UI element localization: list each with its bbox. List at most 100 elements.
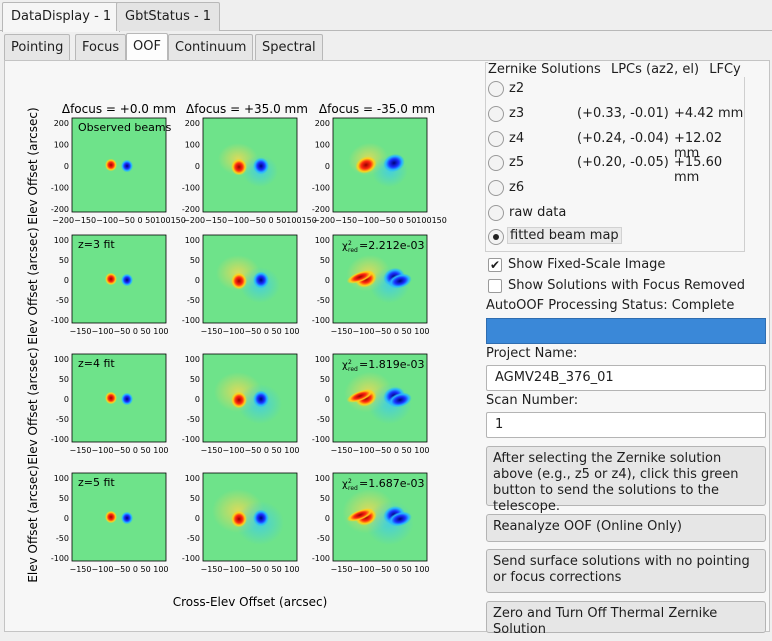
zernike-option-raw-data[interactable]: raw data	[488, 202, 746, 224]
focus-removed-label: Show Solutions with Focus Removed	[508, 278, 746, 293]
x-tick-label: −150−100−50 0 50 100	[201, 446, 300, 455]
y-tick-label: 0	[64, 514, 69, 523]
x-tick-label: −150−100−50 0 50 100	[331, 446, 430, 455]
y-tick-label: 100	[315, 355, 330, 364]
y-tick-label: 0	[325, 162, 330, 171]
zernike-option-z3[interactable]: z3 (+0.33, -0.01) +4.42 mm	[488, 103, 746, 125]
y-tick-label: 50	[190, 494, 200, 503]
beam-map-panel	[71, 117, 167, 213]
y-tick-label: 100	[54, 474, 69, 483]
zernike-option-fitted-beam-map[interactable]: fitted beam map	[488, 226, 746, 248]
beam-peak-negative	[383, 153, 405, 173]
y-tick-label: 50	[59, 494, 69, 503]
radio-z5[interactable]	[488, 155, 504, 171]
y-tick-label: -100	[51, 184, 69, 193]
y-tick-label: 200	[315, 119, 330, 128]
y-tick-label: -50	[317, 534, 330, 543]
radio-fitted-beam-map[interactable]	[488, 229, 504, 245]
fixed-scale-checkbox-row[interactable]: ✔ Show Fixed-Scale Image	[488, 256, 768, 276]
processing-status-label: AutoOOF Processing Status: Complete	[486, 298, 735, 313]
tab-continuum[interactable]: Continuum	[168, 34, 254, 61]
y-tick-label: -100	[182, 554, 200, 563]
y-tick-label: 0	[195, 276, 200, 285]
reanalyze-oof-button[interactable]: Reanalyze OOF (Online Only)	[486, 514, 766, 542]
y-tick-label: 0	[195, 162, 200, 171]
chi-squared-superscript: 2	[348, 240, 352, 247]
zernike-header-lpcs: LPCs (az2, el)	[610, 62, 700, 77]
y-tick-label: 0	[325, 514, 330, 523]
window-tab-bar: DataDisplay - 1 GbtStatus - 1	[0, 0, 772, 32]
chi-squared-value: =2.212e-03	[359, 239, 424, 252]
chi-squared-superscript: 2	[348, 478, 352, 485]
y-tick-label: -100	[182, 435, 200, 444]
zernike-lpc: (+0.33, -0.01)	[577, 106, 669, 121]
radio-z6[interactable]	[488, 180, 504, 196]
fixed-scale-checkbox[interactable]: ✔	[488, 258, 502, 272]
y-tick-label: 0	[64, 395, 69, 404]
window-tab-datadisplay[interactable]: DataDisplay - 1	[2, 2, 121, 32]
chi-squared-symbol: χ	[342, 241, 348, 252]
y-tick-label: 50	[59, 256, 69, 265]
row-label: z=3 fit	[78, 238, 115, 251]
row-label: Observed beams	[78, 121, 172, 134]
y-tick-label: -50	[317, 296, 330, 305]
y-tick-label: 50	[320, 494, 330, 503]
y-tick-label: -200	[312, 205, 330, 214]
zernike-option-z5[interactable]: z5 (+0.20, -0.05) +15.60 mm	[488, 152, 746, 185]
y-tick-label: 200	[54, 119, 69, 128]
x-tick-label: −150−100−50 0 50 100	[70, 327, 169, 336]
x-tick-label: −150−100−50 0 50 100	[201, 565, 300, 574]
radio-raw-data[interactable]	[488, 205, 504, 221]
zernike-option-z4[interactable]: z4 (+0.24, -0.04) +12.02 mm	[488, 128, 746, 161]
zernike-lfc: +15.60 mm	[674, 155, 723, 185]
y-tick-label: 100	[185, 236, 200, 245]
y-tick-label: -100	[312, 554, 330, 563]
tab-pointing[interactable]: Pointing	[4, 34, 71, 61]
focus-removed-checkbox[interactable]	[488, 279, 502, 293]
y-axis-label-3: Elev Offset (arcsec)	[26, 347, 40, 464]
y-tick-label: -100	[182, 184, 200, 193]
y-tick-label: 100	[315, 236, 330, 245]
zernike-option-z2[interactable]: z2	[488, 78, 746, 100]
beam-peak-positive	[105, 391, 117, 405]
zernike-name: z4	[509, 131, 525, 146]
beam-sidelobe	[388, 511, 412, 527]
beam-peak-positive	[231, 158, 247, 176]
scan-number-field[interactable]: 1	[486, 412, 766, 438]
beam-peak-positive	[105, 510, 117, 524]
beam-peak-positive	[231, 272, 247, 290]
zernike-header-solutions: Zernike Solutions	[488, 62, 601, 77]
y-tick-label: 100	[185, 141, 200, 150]
radio-z2[interactable]	[488, 81, 504, 97]
chi-squared-symbol: χ	[342, 360, 348, 371]
radio-z4[interactable]	[488, 131, 504, 147]
chi-squared-value: =1.687e-03	[359, 477, 424, 490]
zernike-option-z6[interactable]: z6	[488, 177, 746, 199]
zernike-name: z2	[509, 81, 525, 96]
tab-focus[interactable]: Focus	[75, 34, 127, 61]
zernike-name: fitted beam map	[507, 227, 622, 244]
y-tick-label: -100	[51, 554, 69, 563]
send-surface-solutions-button[interactable]: Send surface solutions with no pointing …	[486, 549, 766, 593]
y-tick-label: -100	[312, 316, 330, 325]
beam-peak-negative	[253, 390, 269, 408]
tab-spectral-line[interactable]: Spectral Line	[255, 34, 323, 80]
focus-removed-checkbox-row[interactable]: Show Solutions with Focus Removed	[488, 277, 768, 297]
send-solutions-button[interactable]: After selecting the Zernike solution abo…	[486, 446, 766, 514]
x-tick-label: −150−100−50 0 50 100	[201, 327, 300, 336]
y-tick-label: -50	[187, 415, 200, 424]
y-tick-label: 50	[190, 256, 200, 265]
y-tick-label: -50	[317, 415, 330, 424]
zero-thermal-zernike-button[interactable]: Zero and Turn Off Thermal Zernike Soluti…	[486, 601, 766, 637]
project-name-field[interactable]: AGMV24B_376_01	[486, 365, 766, 391]
zernike-lfc: +12.02 mm	[674, 131, 723, 161]
chi-squared-subscript: red	[348, 485, 358, 492]
y-tick-label: -100	[312, 435, 330, 444]
x-tick-label: −200−150−100−50 0 50100150	[183, 216, 317, 225]
tab-oof[interactable]: OOF	[126, 33, 168, 61]
window-tab-gbtstatus[interactable]: GbtStatus - 1	[116, 2, 221, 31]
chi-squared-superscript: 2	[348, 359, 352, 366]
radio-z3[interactable]	[488, 106, 504, 122]
chi-squared-symbol: χ	[342, 479, 348, 490]
